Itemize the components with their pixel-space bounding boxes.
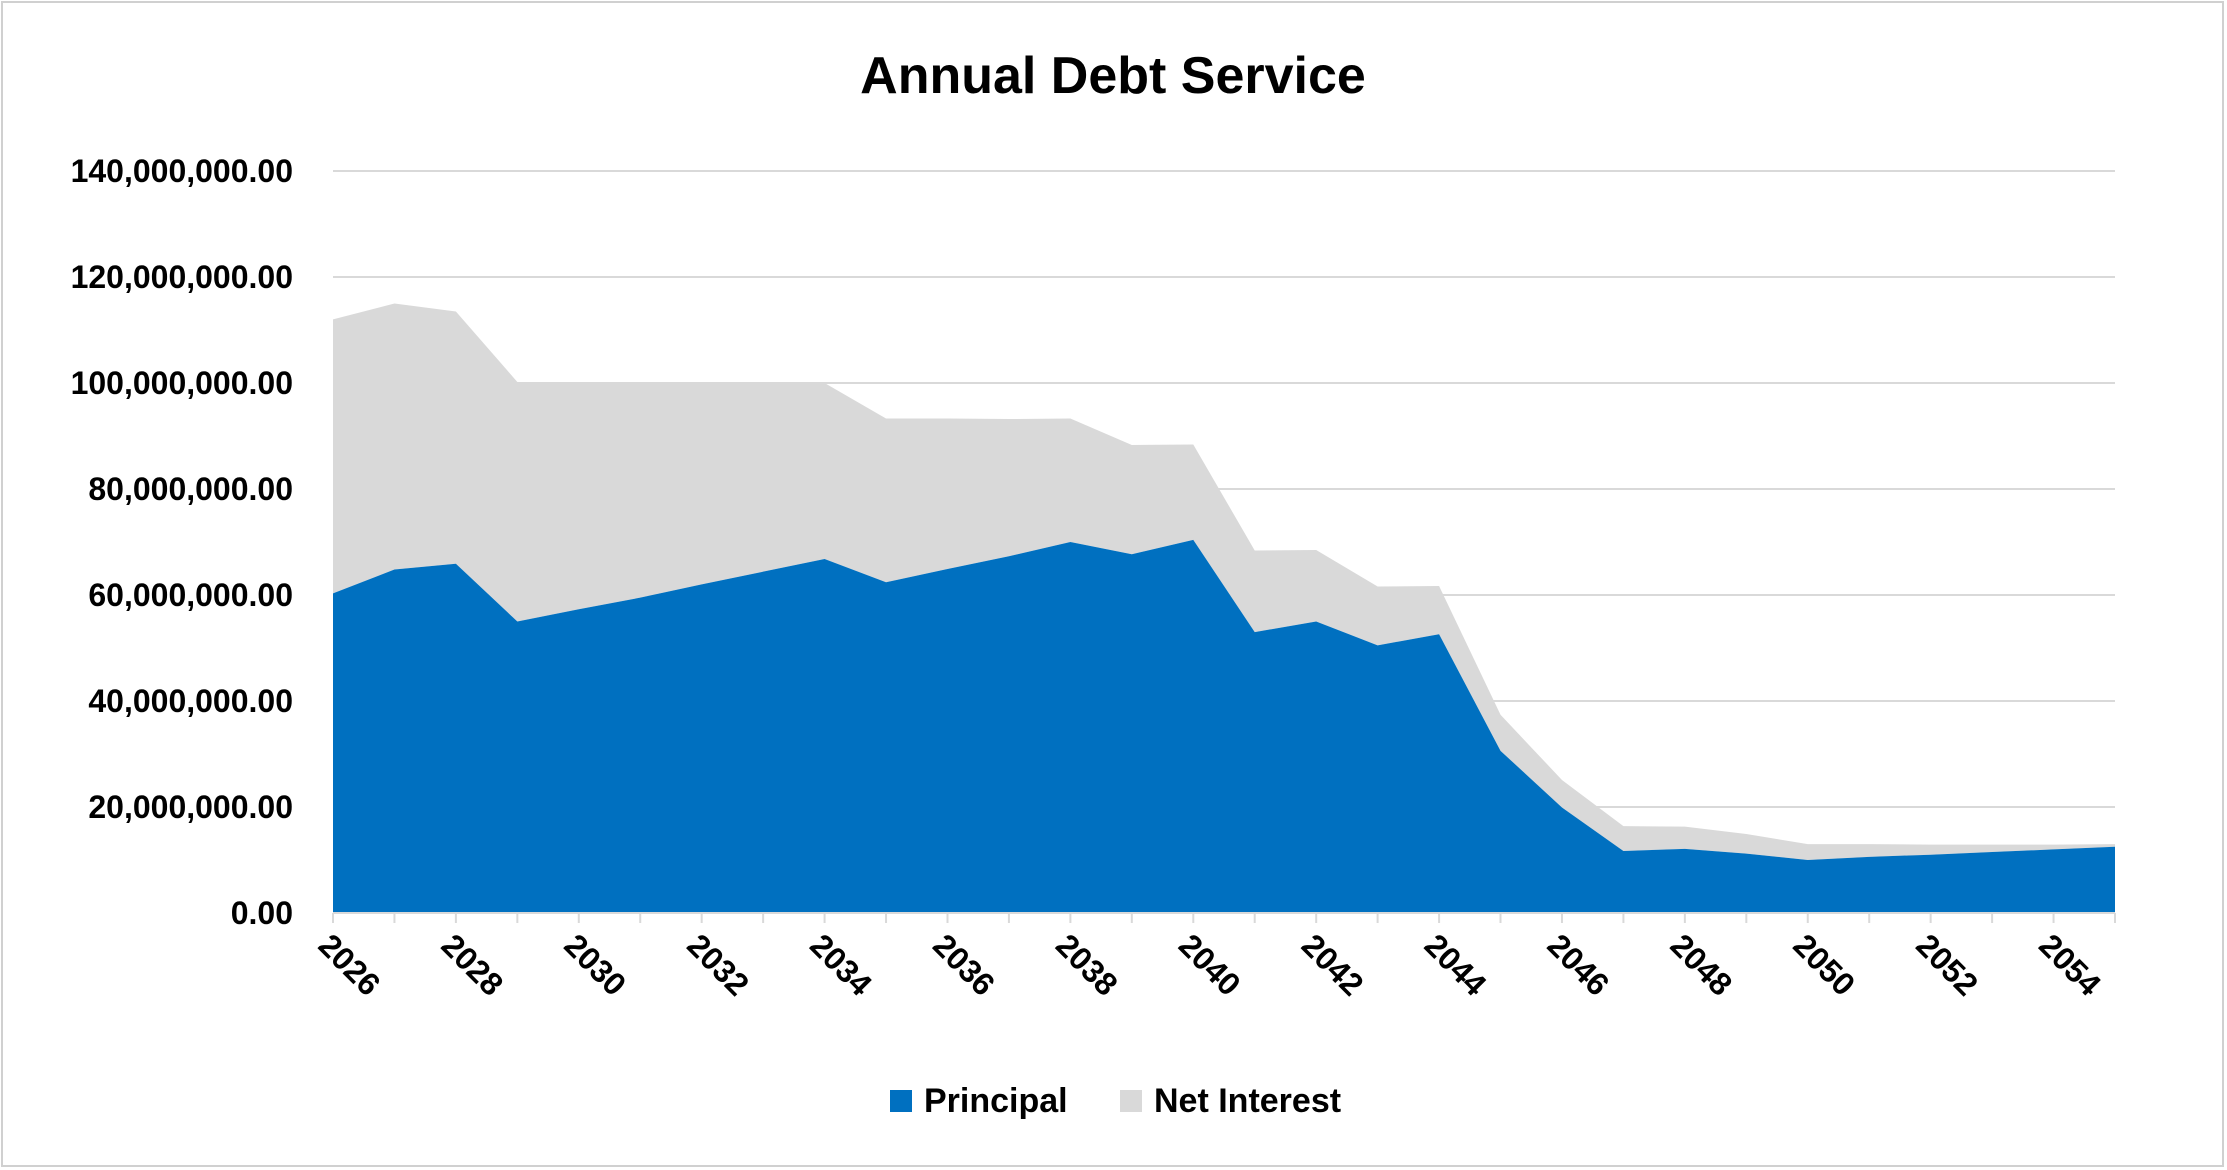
x-tick-label: 2050	[1786, 927, 1862, 1003]
y-tick-label: 140,000,000.00	[71, 153, 293, 189]
y-tick-label: 120,000,000.00	[71, 259, 293, 295]
y-tick-label: 60,000,000.00	[88, 577, 293, 613]
x-tick-label: 2048	[1664, 927, 1740, 1003]
x-tick-label: 2042	[1295, 927, 1371, 1003]
plot-area	[333, 303, 2115, 913]
legend: Principal Net Interest	[890, 1082, 1341, 1120]
legend-net-interest-label: Net Interest	[1154, 1082, 1341, 1120]
y-tick-label: 100,000,000.00	[71, 365, 293, 401]
x-tick-label: 2034	[803, 927, 879, 1003]
x-tick-label: 2026	[312, 927, 388, 1003]
x-tick-label: 2032	[680, 927, 756, 1003]
x-tick-label: 2044	[1418, 927, 1494, 1003]
legend-principal-swatch	[890, 1090, 912, 1112]
x-tick-label: 2030	[557, 927, 633, 1003]
x-tick-label: 2046	[1541, 927, 1617, 1003]
legend-principal-label: Principal	[924, 1082, 1068, 1120]
x-axis-tick-labels: 2026 2028 2030 2032 2034 2036 2038 2040 2042 2044…	[312, 927, 2108, 1003]
area-principal	[333, 539, 2115, 913]
y-tick-label: 20,000,000.00	[88, 789, 293, 825]
y-tick-label: 0.00	[231, 895, 293, 931]
x-tick-label: 2040	[1172, 927, 1248, 1003]
legend-net-interest-swatch	[1120, 1090, 1142, 1112]
y-axis-tick-labels: 0.00 20,000,000.00 40,000,000.00 60,000,000…	[71, 153, 293, 931]
x-tick-label: 2036	[926, 927, 1002, 1003]
x-tick-label: 2054	[2032, 927, 2108, 1003]
area-net-interest	[333, 303, 2115, 860]
y-tick-label: 40,000,000.00	[88, 683, 293, 719]
chart-title: Annual Debt Service	[860, 47, 1366, 105]
x-tick-label: 2028	[435, 927, 511, 1003]
x-axis	[332, 912, 2116, 923]
y-tick-label: 80,000,000.00	[88, 471, 293, 507]
x-tick-label: 2052	[1909, 927, 1985, 1003]
x-tick-label: 2038	[1049, 927, 1125, 1003]
